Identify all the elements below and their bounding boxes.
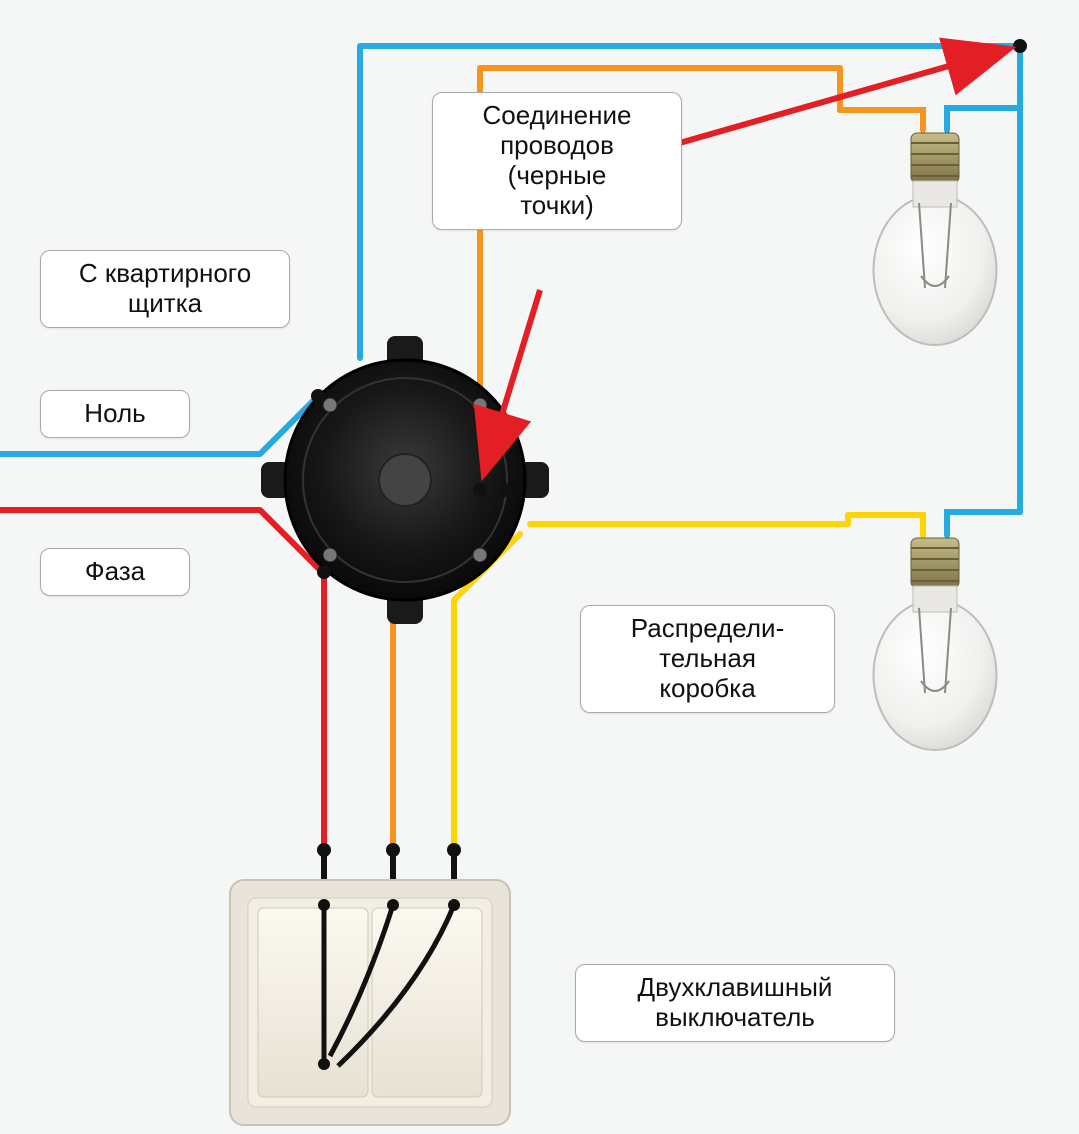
connection-node xyxy=(317,565,331,579)
connection-node xyxy=(317,843,331,857)
label-junction-box: Распредели- тельная коробка xyxy=(580,605,835,713)
label-switch: Двухклавишный выключатель xyxy=(575,964,895,1042)
connection-node xyxy=(1013,39,1027,53)
bulb2 xyxy=(874,518,997,750)
double-switch xyxy=(230,880,510,1125)
connection-node xyxy=(447,843,461,857)
wire-ch2_out xyxy=(530,515,848,524)
connection-node xyxy=(473,483,487,497)
junction-box xyxy=(261,336,549,624)
bulb1 xyxy=(874,113,997,345)
connection-node xyxy=(311,389,325,403)
label-neutral: Ноль xyxy=(40,390,190,438)
label-connection: Соединение проводов (черные точки) xyxy=(432,92,682,230)
label-phase: Фаза xyxy=(40,548,190,596)
wiring-diagram: С квартирного щитка Ноль Фаза Соединение… xyxy=(0,0,1079,1134)
connection-node xyxy=(386,843,400,857)
bulb-layer xyxy=(840,108,1020,750)
label-panel: С квартирного щитка xyxy=(40,250,290,328)
connection-node xyxy=(498,483,512,497)
